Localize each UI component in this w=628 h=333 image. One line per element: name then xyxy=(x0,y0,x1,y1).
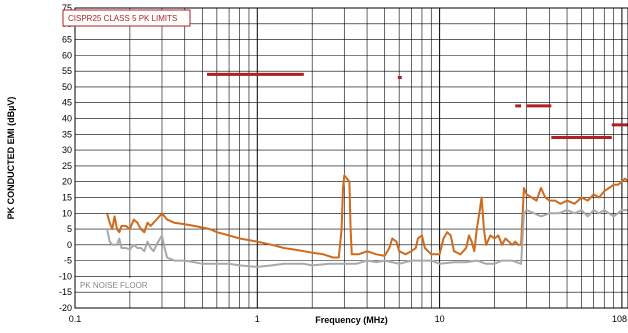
y-tick-label: -5 xyxy=(64,256,72,266)
plot-frame xyxy=(74,7,628,309)
noise-label-box: PK NOISE FLOOR xyxy=(77,278,159,291)
y-tick-label: -20 xyxy=(59,303,72,313)
x-tick-label: 108 xyxy=(612,314,627,324)
y-tick-label: 15 xyxy=(62,192,72,202)
limits-label-bg xyxy=(62,9,191,27)
x-axis-label: Frequency (MHz) xyxy=(315,315,388,325)
y-tick-label: 5 xyxy=(67,224,72,234)
x-tick-label: 1 xyxy=(255,314,260,324)
series-layer xyxy=(106,174,628,268)
x-tick-label: 0.1 xyxy=(69,314,82,324)
y-tick-labels: -20-15-10-505101520253035404550556065707… xyxy=(59,3,72,313)
y-tick-label: 25 xyxy=(62,161,72,171)
y-tick-label: -15 xyxy=(59,287,72,297)
minor-grid xyxy=(129,8,614,308)
y-tick-label: 10 xyxy=(62,208,72,218)
y-tick-label: 50 xyxy=(62,82,72,92)
noise-floor-label: PK NOISE FLOOR xyxy=(80,281,148,290)
limits-label: CISPR25 CLASS 5 PK LIMITS xyxy=(68,14,177,23)
y-tick-label: 20 xyxy=(62,177,72,187)
y-tick-label: -10 xyxy=(59,271,72,281)
limits-label-box: CISPR25 CLASS 5 PK LIMITS xyxy=(62,9,191,27)
y-tick-label: 65 xyxy=(62,35,72,45)
y-tick-label: 60 xyxy=(62,50,72,60)
emi-trace xyxy=(106,174,628,259)
y-axis-label: PK CONDUCTED EMI (dBµV) xyxy=(6,97,16,220)
x-tick-label: 10 xyxy=(435,314,445,324)
y-tick-label: 35 xyxy=(62,129,72,139)
limit-layer xyxy=(107,22,628,139)
y-tick-label: 0 xyxy=(67,240,72,250)
y-tick-label: 45 xyxy=(62,98,72,108)
noise-label-bg xyxy=(77,278,159,291)
x-tick-labels: 0.1 1 10 108 xyxy=(69,314,627,324)
y-tick-label: 55 xyxy=(62,66,72,76)
noise-trace xyxy=(106,209,628,268)
y-tick-label: 40 xyxy=(62,114,72,124)
y-tick-label: 75 xyxy=(62,3,72,13)
y-tick-label: 30 xyxy=(62,145,72,155)
